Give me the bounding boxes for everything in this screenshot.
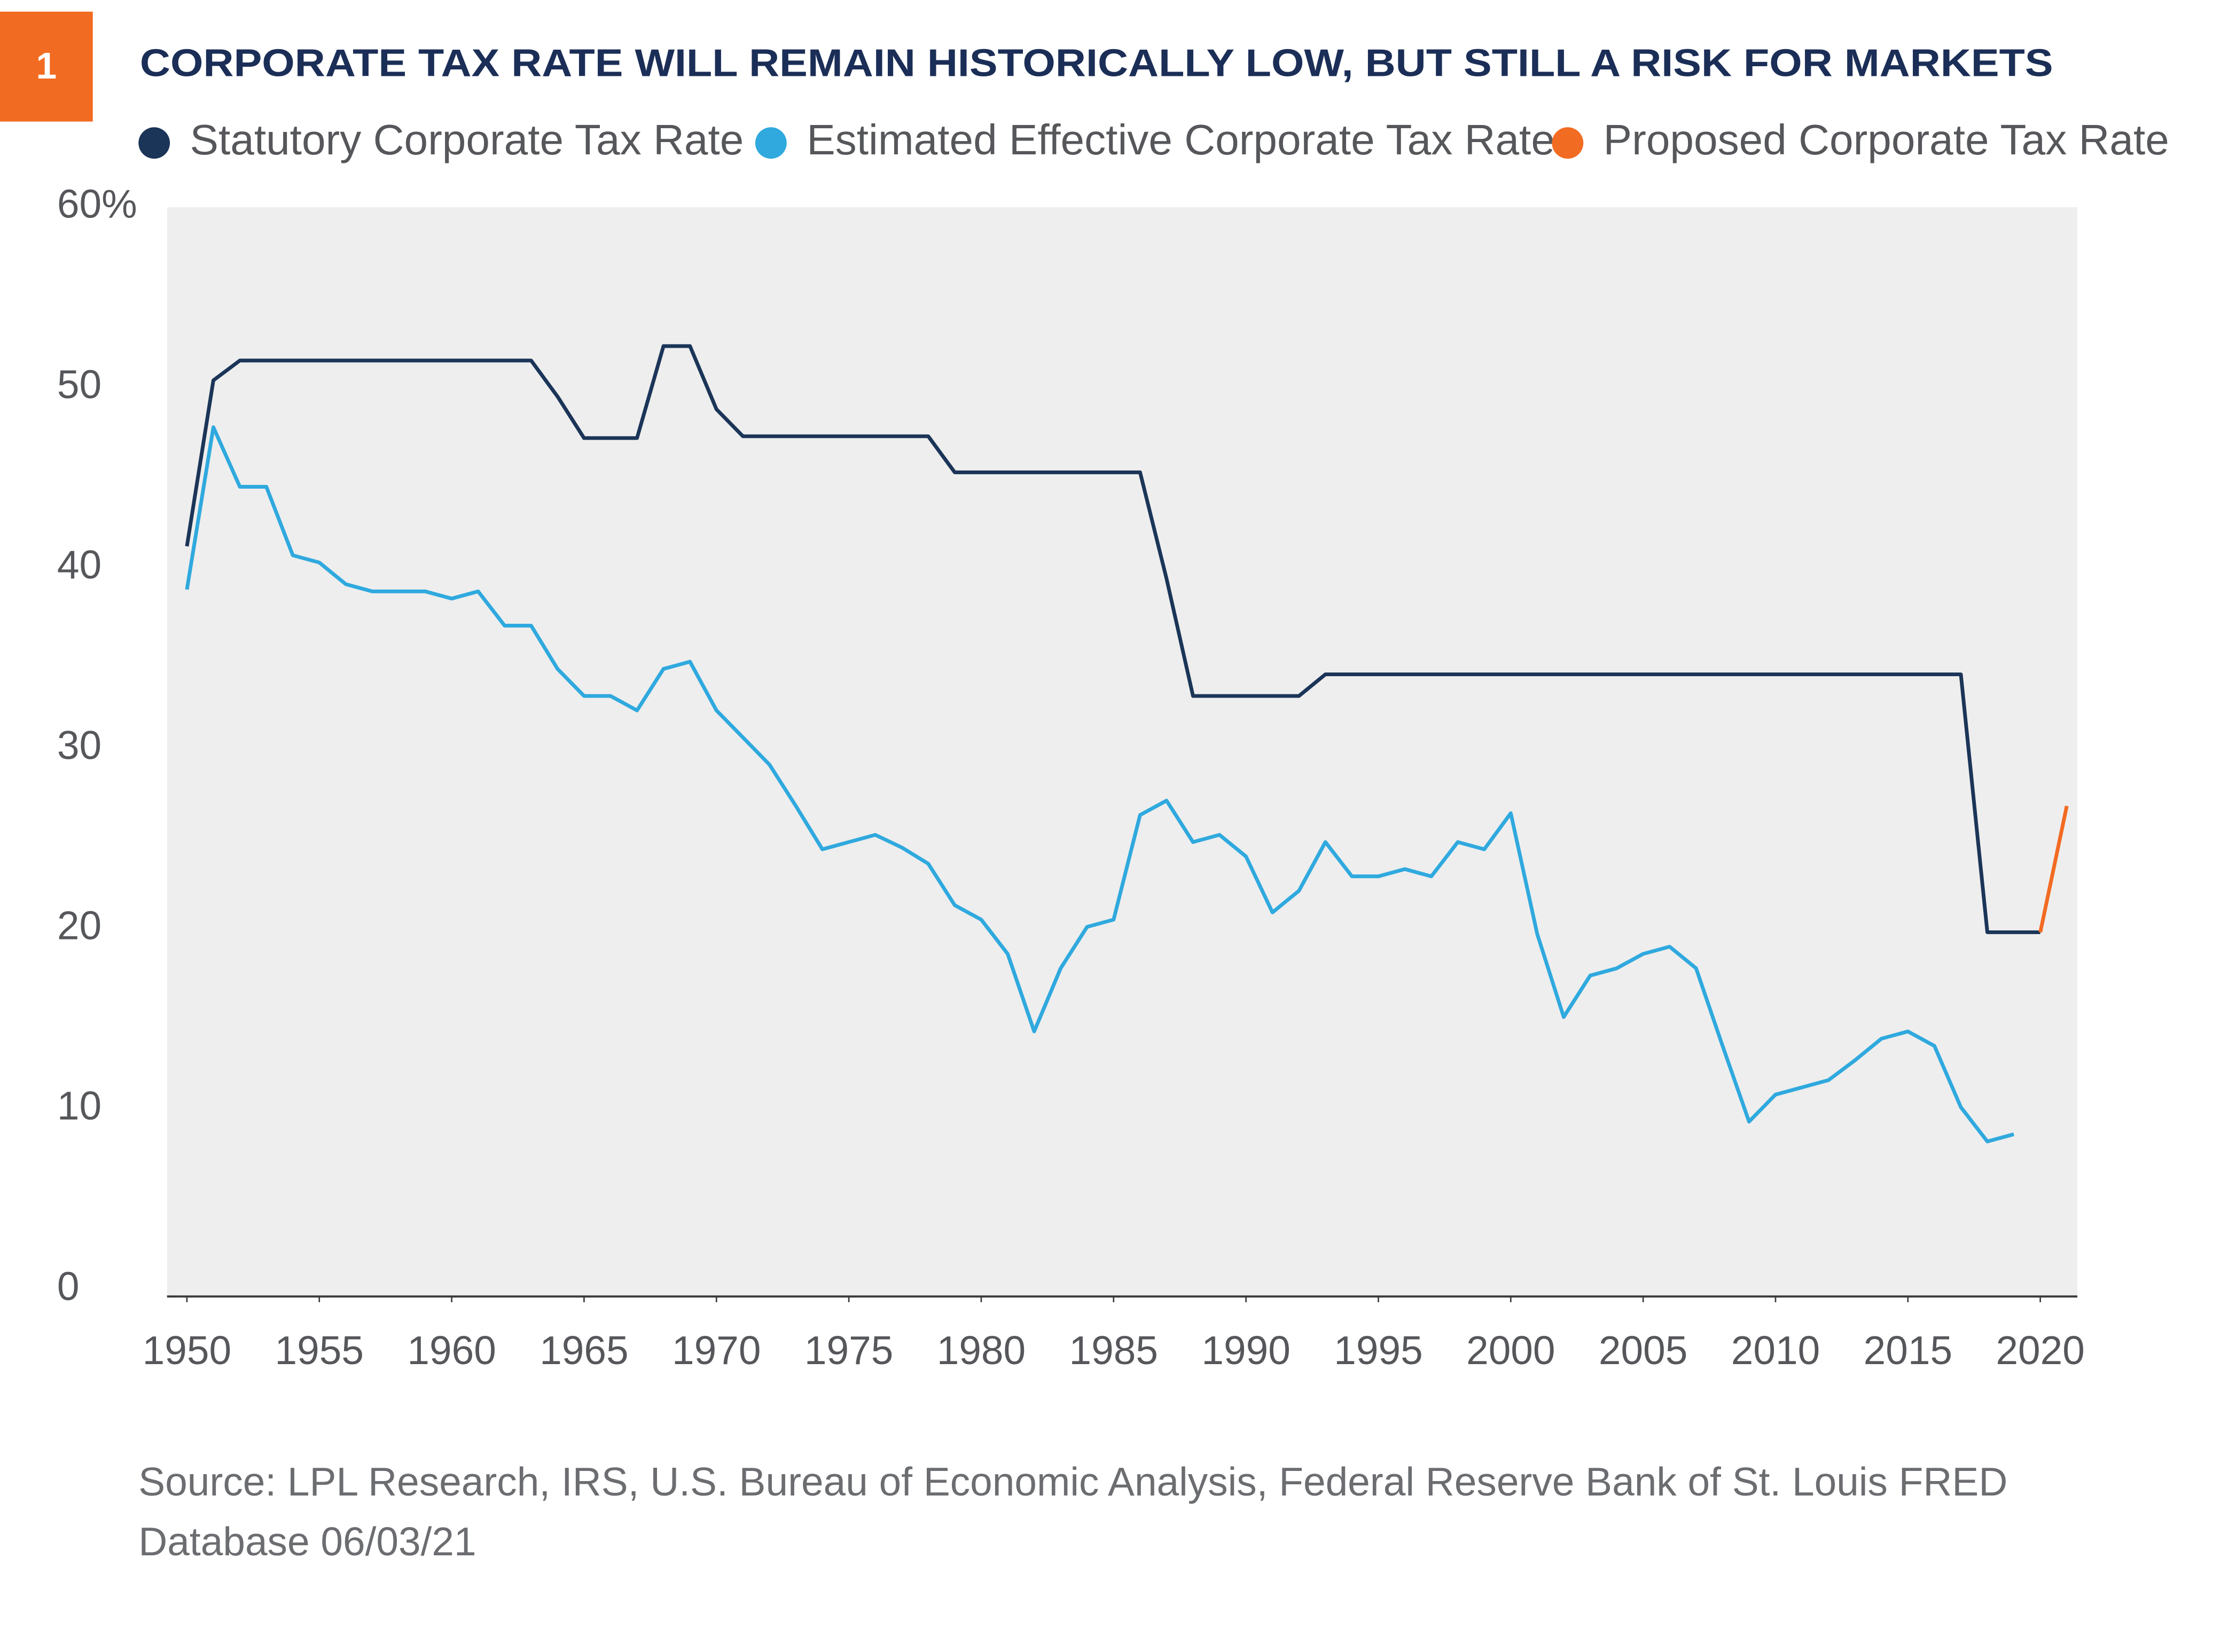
legend-label: Estimated Effective Corporate Tax Rate [807, 115, 1555, 163]
source-note: Database 06/03/21 [138, 1519, 476, 1564]
x-tick-label: 1985 [1069, 1328, 1158, 1373]
x-tick-label: 1990 [1201, 1328, 1290, 1373]
y-tick-label: 60% [57, 182, 137, 226]
x-tick-label: 2020 [1996, 1328, 2084, 1373]
badge-box [0, 11, 93, 122]
x-tick-label: 2010 [1731, 1328, 1820, 1373]
x-tick-label: 1995 [1334, 1328, 1422, 1373]
x-tick-label: 1980 [937, 1328, 1026, 1373]
x-tick-label: 1975 [804, 1328, 893, 1373]
y-tick-label: 40 [57, 542, 101, 587]
legend-marker [138, 127, 170, 159]
y-tick-label: 0 [57, 1264, 80, 1309]
x-tick-label: 1955 [275, 1328, 364, 1373]
x-tick-label: 1960 [407, 1328, 496, 1373]
series-line [185, 344, 2040, 934]
x-tick-label: 1970 [672, 1328, 761, 1373]
badge-number: 1 [36, 45, 57, 87]
y-tick-label: 50 [57, 362, 101, 406]
source-note: Source: LPL Research, IRS, U.S. Bureau o… [138, 1459, 2007, 1504]
legend-label: Proposed Corporate Tax Rate [1604, 115, 2169, 163]
legend-label: Statutory Corporate Tax Rate [190, 115, 744, 163]
x-tick-label: 2005 [1599, 1328, 1687, 1373]
x-tick-label: 1950 [143, 1328, 231, 1373]
series-line [2038, 805, 2069, 933]
y-tick-label: 10 [57, 1083, 101, 1128]
y-tick-label: 20 [57, 903, 101, 948]
series-line [185, 425, 2015, 1144]
x-tick-label: 1965 [539, 1328, 628, 1373]
chart-title: CORPORATE TAX RATE WILL REMAIN HISTORICA… [140, 42, 2053, 84]
x-tick-label: 2015 [1864, 1328, 1952, 1373]
plot-area [167, 207, 2078, 1297]
legend-marker [1552, 127, 1584, 159]
legend-marker [755, 127, 787, 159]
x-tick-label: 2000 [1466, 1328, 1555, 1373]
y-tick-label: 30 [57, 723, 101, 768]
